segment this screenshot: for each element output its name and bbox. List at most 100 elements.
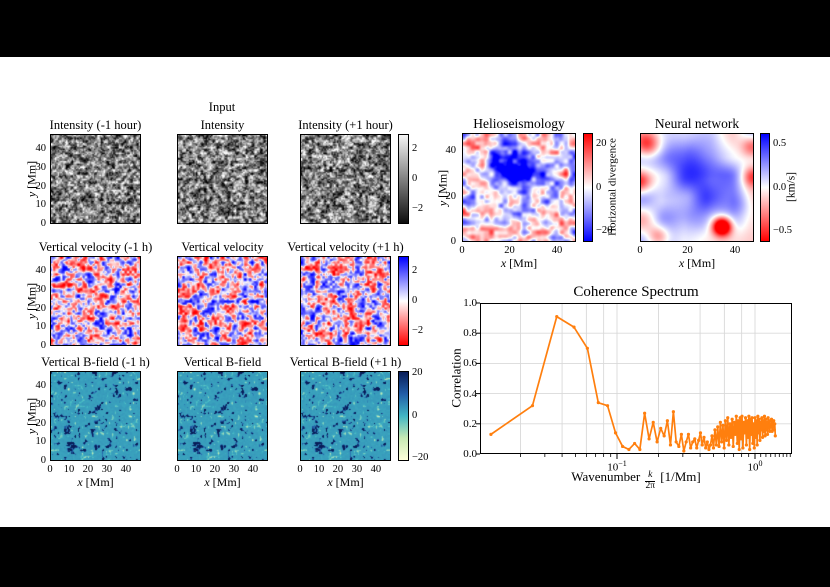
- y-tick-label: 1.0: [463, 297, 477, 309]
- colorbar-tick-label: −2: [412, 324, 424, 336]
- row-vertical-bfield-panel-3: [300, 371, 391, 461]
- helioseismology-map-image: [463, 134, 575, 241]
- x-tick-label: 0: [47, 464, 53, 475]
- x-axis-label: x [Mm]: [500, 256, 538, 270]
- row-intensity-panel-2: [177, 134, 268, 224]
- colorbar-tick-label: −20: [412, 452, 429, 464]
- coherence-title: Coherence Spectrum: [573, 284, 699, 300]
- x-tick-label: 20: [82, 464, 94, 475]
- colorbar-tick-label: 0: [412, 173, 418, 184]
- colorbar-tick-label: 0: [412, 410, 418, 421]
- coherence-plot-area: [476, 302, 792, 459]
- nn-colorbar: [760, 133, 770, 242]
- y-tick-label: 20: [35, 417, 47, 429]
- y-tick-label: 0.0: [463, 448, 477, 460]
- coherence-chart-svg: [476, 302, 792, 459]
- x-axis-label: x [Mm]: [204, 475, 241, 489]
- x-tick-label: 30: [101, 464, 113, 475]
- helio-colorbar: [583, 133, 593, 242]
- y-tick-label: 0.8: [463, 327, 477, 340]
- coherence-xlabel: Wavenumber k 2π [1/Mm]: [486, 469, 786, 492]
- y-tick-label: 10: [35, 436, 47, 448]
- row-vertical-bfield-panel-2-image: [178, 372, 267, 460]
- x-axis-label: x [Mm]: [77, 475, 114, 489]
- x-tick-label: 10−1: [607, 459, 627, 474]
- coherence-line: [490, 315, 777, 452]
- panel-title: Intensity (-1 hour): [49, 118, 142, 132]
- y-tick-label: 0: [450, 236, 456, 247]
- row-vertical-velocity-panel-2-image: [178, 257, 267, 345]
- row-vertical-velocity-panel-1-image: [51, 257, 140, 345]
- row-intensity-colorbar: [398, 134, 409, 224]
- row-intensity-panel-2-image: [178, 135, 267, 223]
- row-vertical-velocity-panel-2: [177, 256, 268, 346]
- panel-title: Intensity: [200, 118, 245, 132]
- x-tick-label: 40: [247, 464, 259, 475]
- x-tick-label: 20: [682, 245, 693, 256]
- row-intensity-panel-3: [300, 134, 391, 224]
- y-tick-label: 0.2: [463, 417, 477, 430]
- colorbar-tick-label: 0: [412, 295, 418, 306]
- row-intensity-panel-3-image: [301, 135, 390, 223]
- y-tick-label: 20: [35, 302, 47, 314]
- x-tick-label: 40: [370, 464, 382, 475]
- y-tick-label: 40: [35, 265, 47, 276]
- y-tick-label: 10: [35, 199, 47, 211]
- panel-title: Vertical B-field: [183, 355, 262, 369]
- x-tick-label: 0: [174, 464, 180, 475]
- coherence-xlabel-suffix: [1/Mm]: [660, 469, 701, 484]
- y-tick-label: 0: [40, 455, 46, 466]
- helioseismology-title: Helioseismology: [473, 116, 565, 131]
- colorbar-tick-label: 0: [596, 181, 602, 193]
- row-vertical-velocity-panel-3: [300, 256, 391, 346]
- row-intensity-panel-1: [50, 134, 141, 224]
- y-tick-label: 0: [40, 218, 46, 229]
- x-tick-label: 40: [551, 245, 563, 256]
- x-tick-label: 20: [209, 464, 221, 475]
- row-vertical-bfield-panel-1-image: [51, 372, 140, 460]
- x-tick-label: 30: [351, 464, 363, 475]
- panel-title: Vertical velocity (+1 h): [287, 240, 404, 254]
- y-tick-label: 10: [35, 321, 47, 333]
- y-tick-label: 40: [445, 145, 457, 157]
- colorbar-tick-label: −20: [596, 225, 613, 237]
- y-axis-label: y [Mm]: [24, 282, 39, 320]
- y-tick-label: 0.6: [463, 357, 477, 370]
- panel-title: Vertical velocity: [181, 240, 264, 254]
- wavenumber-fraction: k 2π: [645, 470, 656, 491]
- x-tick-label: 10: [63, 464, 75, 475]
- neural-network-map-image: [641, 134, 753, 241]
- y-axis-label: y [Mm]: [24, 160, 39, 198]
- y-tick-label: 40: [35, 143, 47, 154]
- row-vertical-bfield-panel-1: [50, 371, 141, 461]
- colorbar-tick-label: 0.5: [773, 137, 787, 149]
- panel-title: Vertical B-field (-1 h): [41, 355, 150, 369]
- row-intensity-panel-1-image: [51, 135, 140, 223]
- colorbar-tick-label: 0.0: [773, 181, 787, 193]
- x-tick-label: 100: [747, 459, 763, 474]
- colorbar-tick-label: 2: [412, 143, 418, 155]
- x-tick-label: 0: [459, 245, 465, 256]
- y-axis-label: y [Mm]: [435, 169, 450, 206]
- x-tick-label: 40: [729, 245, 741, 256]
- row-vertical-velocity-colorbar: [398, 256, 409, 346]
- colorbar-tick-label: −0.5: [773, 225, 793, 237]
- row-vertical-velocity-panel-3-image: [301, 257, 390, 345]
- x-axis-label: x [Mm]: [678, 256, 716, 270]
- x-tick-label: 0: [297, 464, 303, 475]
- row-vertical-bfield-panel-3-image: [301, 372, 390, 460]
- y-tick-label: 30: [35, 283, 47, 295]
- colorbar-tick-label: 20: [412, 366, 423, 378]
- colorbar-tick-label: 20: [596, 137, 607, 149]
- x-tick-label: 20: [332, 464, 344, 475]
- y-tick-label: 30: [35, 161, 47, 173]
- colorbar-tick-label: −2: [412, 202, 424, 214]
- panel-title: Intensity (+1 hour): [298, 118, 393, 132]
- y-tick-label: 20: [445, 190, 457, 202]
- neural-network-title: Neural network: [654, 116, 740, 131]
- y-tick-label: 0.4: [463, 387, 477, 400]
- x-tick-label: 20: [504, 245, 515, 256]
- x-tick-label: 10: [190, 464, 202, 475]
- row-vertical-bfield-colorbar: [398, 371, 409, 461]
